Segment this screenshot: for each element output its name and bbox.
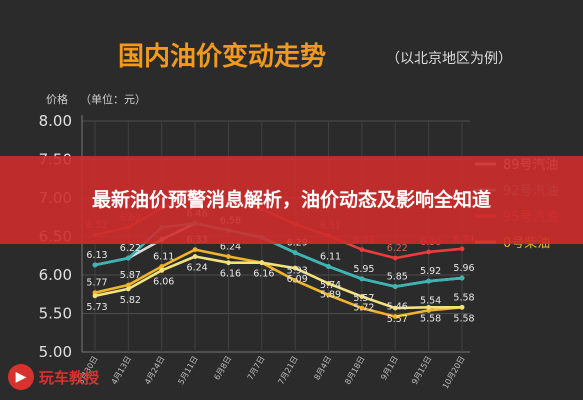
data-label: 6.22 xyxy=(387,243,408,254)
data-point xyxy=(125,282,131,288)
data-label: 5.57 xyxy=(353,293,374,304)
brand-name: 玩车教授 xyxy=(39,368,100,387)
data-point xyxy=(426,304,432,310)
data-point xyxy=(259,260,265,266)
data-label: 5.57 xyxy=(387,314,408,325)
data-point xyxy=(192,247,198,252)
data-label: 5.95 xyxy=(353,264,374,275)
play-icon: ▶ xyxy=(8,364,34,390)
data-point xyxy=(459,304,465,310)
data-label: 5.72 xyxy=(353,303,374,314)
data-point xyxy=(159,267,165,273)
data-label: 6.09 xyxy=(287,274,308,285)
data-point xyxy=(226,254,231,259)
data-point xyxy=(359,294,365,299)
data-label: 5.93 xyxy=(287,265,308,276)
data-point xyxy=(426,278,432,284)
data-point xyxy=(459,246,465,252)
data-point xyxy=(459,275,465,281)
data-point xyxy=(292,265,298,271)
data-point xyxy=(326,292,331,298)
chart-subtitle: （以北京地区为例） xyxy=(386,51,512,67)
data-label: 5.46 xyxy=(387,302,408,313)
data-point xyxy=(326,264,331,269)
data-label: 5.87 xyxy=(120,270,141,281)
data-label: 6.24 xyxy=(220,242,241,253)
series-line xyxy=(94,248,463,318)
data-label: 6.16 xyxy=(220,269,241,280)
data-label: 5.58 xyxy=(453,313,474,324)
data-label: 5.82 xyxy=(120,295,141,306)
data-label: 6.24 xyxy=(187,263,208,274)
data-point xyxy=(359,247,365,252)
unit-label: （单位：元） xyxy=(80,92,146,106)
data-point xyxy=(92,262,98,268)
y-tick-label: 8.00 xyxy=(39,112,72,130)
data-point xyxy=(192,254,198,259)
data-label: 5.73 xyxy=(86,302,107,313)
data-label: 6.13 xyxy=(86,250,107,261)
data-point xyxy=(292,277,298,283)
data-point xyxy=(359,305,365,311)
data-label: 5.74 xyxy=(320,280,341,291)
data-point xyxy=(125,255,131,261)
y-tick-label: 6.00 xyxy=(39,266,72,284)
data-point xyxy=(392,255,398,261)
data-point xyxy=(159,264,165,269)
data-label: 5.58 xyxy=(453,292,474,303)
data-label: 5.58 xyxy=(420,313,441,324)
data-label: 6.11 xyxy=(320,252,341,263)
data-label: 6.11 xyxy=(153,252,174,263)
data-label: 5.92 xyxy=(420,266,441,277)
y-tick-label: 5.50 xyxy=(39,305,72,323)
data-label: 6.06 xyxy=(153,276,174,287)
data-point xyxy=(392,305,398,311)
data-point xyxy=(125,286,131,292)
chart-title: 国内油价变动走势 xyxy=(118,41,326,72)
data-label: 5.77 xyxy=(86,278,107,289)
brand-logo: ▶ 玩车教授 xyxy=(8,362,99,392)
data-label: 5.85 xyxy=(387,272,408,283)
data-point xyxy=(426,249,432,255)
y-tick-label: 5.00 xyxy=(39,343,72,361)
data-label: 5.89 xyxy=(320,289,341,300)
headline-text: 最新油价预警消息解析，油价动态及影响全知道 xyxy=(91,189,491,211)
series-line xyxy=(94,255,462,310)
data-point xyxy=(292,250,298,256)
data-point xyxy=(359,276,365,282)
data-point xyxy=(326,281,331,286)
y-axis-label: 价格 xyxy=(46,92,68,106)
data-point xyxy=(92,293,98,299)
data-label: 6.16 xyxy=(253,269,274,280)
data-point xyxy=(392,314,398,319)
data-point xyxy=(226,260,231,266)
data-point xyxy=(392,284,398,289)
data-label: 6.22 xyxy=(120,243,141,254)
headline-banner: 最新油价预警消息解析，油价动态及影响全知道 xyxy=(0,156,583,244)
data-label: 5.54 xyxy=(420,295,441,306)
data-label: 5.96 xyxy=(453,263,474,274)
